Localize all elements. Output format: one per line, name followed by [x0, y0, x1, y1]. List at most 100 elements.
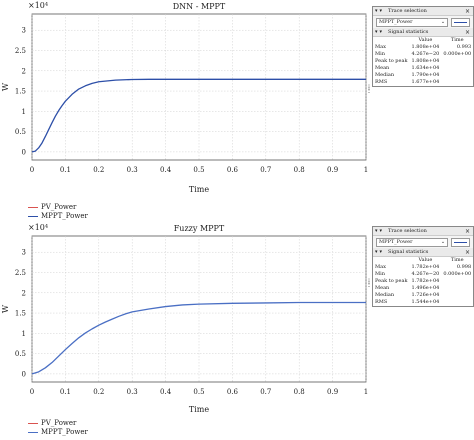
chevron-down-icon: ⌄ — [440, 19, 446, 25]
table-row: Min 4.267e−20 0.000e+00 — [373, 271, 473, 278]
trace-selection-row: MPPT_Power ⌄ — [373, 236, 473, 248]
y-tick-label: 0.5 — [15, 350, 26, 358]
chart-title: Fuzzy MPPT — [174, 224, 225, 233]
stat-label: Mean — [375, 65, 390, 71]
trace-selection-title: Trace selection — [388, 8, 427, 14]
stat-label: Peak to peak — [375, 278, 408, 284]
x-tick-label: 0.1 — [60, 166, 71, 174]
trace-selection-header-1: ▾ ▾ Trace selection × — [373, 7, 473, 16]
x-tick-label: 0.2 — [93, 166, 104, 174]
table-header-time: Time — [450, 37, 464, 43]
stat-label: RMS — [375, 79, 388, 85]
close-icon[interactable]: × — [464, 28, 470, 36]
y-tick-label: 2 — [22, 67, 26, 75]
collapse-icon[interactable]: ▾ — [379, 249, 383, 255]
y-tick-label: 1 — [22, 330, 26, 338]
trace-selection-panel-2: ▾ ▾ Trace selection × MPPT_Power ⌄ ▾ ▾ S… — [372, 226, 474, 307]
stat-value: 1.808e+04 — [411, 44, 440, 50]
x-tick-label: 0 — [30, 166, 34, 174]
x-tick-label: 0.3 — [127, 388, 138, 396]
legend-label-mppt-power: MPPT_Power — [41, 211, 88, 220]
trace-select-dropdown[interactable]: MPPT_Power ⌄ — [376, 17, 449, 27]
chart-panel-2: 0 0.1 0.2 0.3 0.4 0.5 0.6 0.7 0.8 0.9 1 0 0.5 1 1.5 2 2.… — [0, 222, 474, 440]
stat-value: 1.677e+04 — [411, 79, 440, 85]
y-tick-label: 1.5 — [15, 310, 26, 318]
y-tick-label: 2 — [22, 289, 26, 297]
x-tick-label: 0.7 — [260, 166, 271, 174]
stat-label: Max — [375, 264, 386, 270]
stat-value: 4.267e−20 — [411, 51, 440, 57]
stat-value: 1.726e+04 — [411, 292, 440, 298]
x-tick-label: 1 — [364, 166, 368, 174]
collapse-icon[interactable]: ▾ — [379, 29, 383, 35]
signal-statistics-header-1: ▾ ▾ Signal statistics × — [373, 28, 473, 37]
y-tick-label: 3 — [22, 249, 26, 257]
x-tick-label: 0.6 — [227, 388, 239, 396]
trace-select-dropdown[interactable]: MPPT_Power ⌄ — [376, 237, 449, 247]
close-icon[interactable]: × — [464, 227, 470, 235]
selected-trace-label: MPPT_Power — [379, 19, 413, 25]
stat-label: Mean — [375, 285, 390, 291]
plot-dnn-mppt[interactable]: 0 0.1 0.2 0.3 0.4 0.5 0.6 0.7 0.8 0.9 1 0 0.5 1 1.5 2 2.… — [0, 0, 474, 200]
collapse-icon[interactable]: ▾ — [379, 228, 383, 234]
series-line-mppt-power — [31, 78, 366, 153]
table-row: Min 4.267e−20 0.000e+00 — [373, 51, 473, 58]
chart-panel-1: 0 0.1 0.2 0.3 0.4 0.5 0.6 0.7 0.8 0.9 1 0 0.5 1 1.5 2 2.… — [0, 0, 474, 220]
x-axis-label: Time — [189, 185, 209, 194]
stat-value: 1.790e+04 — [411, 72, 440, 78]
close-icon[interactable]: × — [464, 248, 470, 256]
legend-swatch-mppt-power — [28, 429, 38, 435]
stat-time — [441, 65, 473, 72]
selected-trace-label: MPPT_Power — [379, 239, 413, 245]
stat-time — [441, 79, 473, 86]
series-line-mppt-power — [31, 301, 366, 375]
stat-time: 0.000e+00 — [443, 51, 472, 57]
table-row: Peak to peak 1.808e+04 — [373, 58, 473, 65]
y-axis-label: W — [1, 82, 10, 91]
stat-label: Peak to peak — [375, 58, 408, 64]
y-tick-label: 2.5 — [15, 269, 26, 277]
x-tick-label: 0.6 — [227, 166, 239, 174]
chevron-down-icon: ⌄ — [440, 239, 446, 245]
stat-value: 1.544e+04 — [411, 299, 440, 305]
y-exponent-label: ×10⁴ — [28, 1, 48, 10]
x-tick-label: 0.4 — [160, 388, 172, 396]
x-axis-label: Time — [189, 405, 209, 414]
y-tick-label: 0 — [22, 370, 26, 378]
collapse-icon[interactable]: ▾ — [375, 249, 378, 255]
table-row: RMS 1.544e+04 — [373, 299, 473, 306]
drag-grip-icon[interactable]: ⋮ ⋮ — [366, 84, 372, 94]
close-icon[interactable]: × — [464, 7, 470, 15]
legend-2: PV_Power MPPT_Power — [28, 418, 88, 436]
y-tick-label: 1 — [22, 108, 26, 116]
table-row: Mean 1.496e+04 — [373, 285, 473, 292]
table-row: Peak to peak 1.782e+04 — [373, 278, 473, 285]
legend-1: PV_Power MPPT_Power — [28, 202, 88, 220]
table-row: Median 1.790e+04 — [373, 72, 473, 79]
collapse-icon[interactable]: ▾ — [379, 8, 383, 14]
legend-entry-pv-power[interactable]: PV_Power — [28, 202, 88, 211]
legend-entry-pv-power[interactable]: PV_Power — [28, 418, 88, 427]
drag-grip-icon[interactable]: ⋮ ⋮ — [366, 278, 372, 288]
x-tick-label: 0.2 — [93, 388, 104, 396]
legend-entry-mppt-power[interactable]: MPPT_Power — [28, 427, 88, 436]
collapse-icon[interactable]: ▾ — [375, 228, 378, 234]
signal-statistics-header-2: ▾ ▾ Signal statistics × — [373, 248, 473, 257]
table-header-value: Value — [418, 37, 433, 43]
chart-title: DNN - MPPT — [173, 2, 226, 11]
stat-value: 4.267e−20 — [411, 271, 440, 277]
collapse-icon[interactable]: ▾ — [375, 29, 378, 35]
y-tick-label: 0 — [22, 148, 26, 156]
stat-time — [441, 292, 473, 299]
table-header-value: Value — [418, 257, 433, 263]
x-tick-label: 1 — [364, 388, 368, 396]
stat-label: Median — [375, 292, 395, 298]
stat-label: RMS — [375, 299, 388, 305]
legend-entry-mppt-power[interactable]: MPPT_Power — [28, 211, 88, 220]
plot-fuzzy-mppt[interactable]: 0 0.1 0.2 0.3 0.4 0.5 0.6 0.7 0.8 0.9 1 0 0.5 1 1.5 2 2.… — [0, 222, 474, 420]
collapse-icon[interactable]: ▾ — [375, 8, 378, 14]
table-row: Max 1.808e+04 0.993 — [373, 44, 473, 51]
trace-selection-header-2: ▾ ▾ Trace selection × — [373, 227, 473, 236]
stat-label: Min — [375, 51, 385, 57]
x-tick-label: 0.3 — [127, 166, 138, 174]
